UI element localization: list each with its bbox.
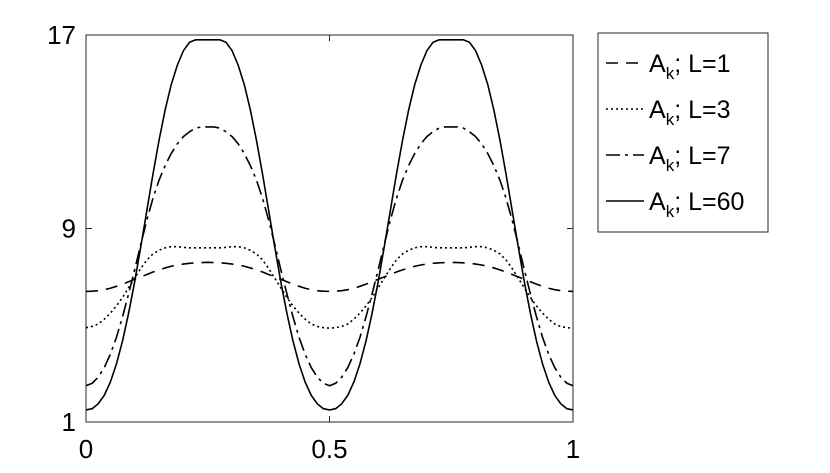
- x-tick-label: 0: [79, 434, 93, 464]
- x-axis: 0 0.5 1: [79, 35, 580, 464]
- legend-label-2: Ak; L=3: [649, 96, 731, 129]
- x-tick-label: 1: [566, 434, 580, 464]
- series-line-3: [85, 126, 574, 387]
- legend-label-3: Ak; L=7: [649, 142, 731, 175]
- series-line-1: [85, 261, 574, 293]
- y-tick-label: 9: [62, 214, 76, 244]
- plot-area: [85, 34, 574, 423]
- series-line-2: [85, 245, 574, 329]
- series-line-4: [85, 39, 574, 411]
- y-tick-label: 1: [62, 407, 76, 437]
- legend-label-1: Ak; L=1: [649, 50, 731, 83]
- x-tick-label: 0.5: [311, 434, 347, 464]
- legend: Ak; L=1 Ak; L=3 Ak; L=7 Ak; L=60: [597, 32, 769, 233]
- y-tick-label: 17: [47, 20, 76, 50]
- plot-frame: [85, 34, 574, 423]
- legend-label-4: Ak; L=60: [649, 188, 744, 221]
- legend-box: [597, 32, 769, 233]
